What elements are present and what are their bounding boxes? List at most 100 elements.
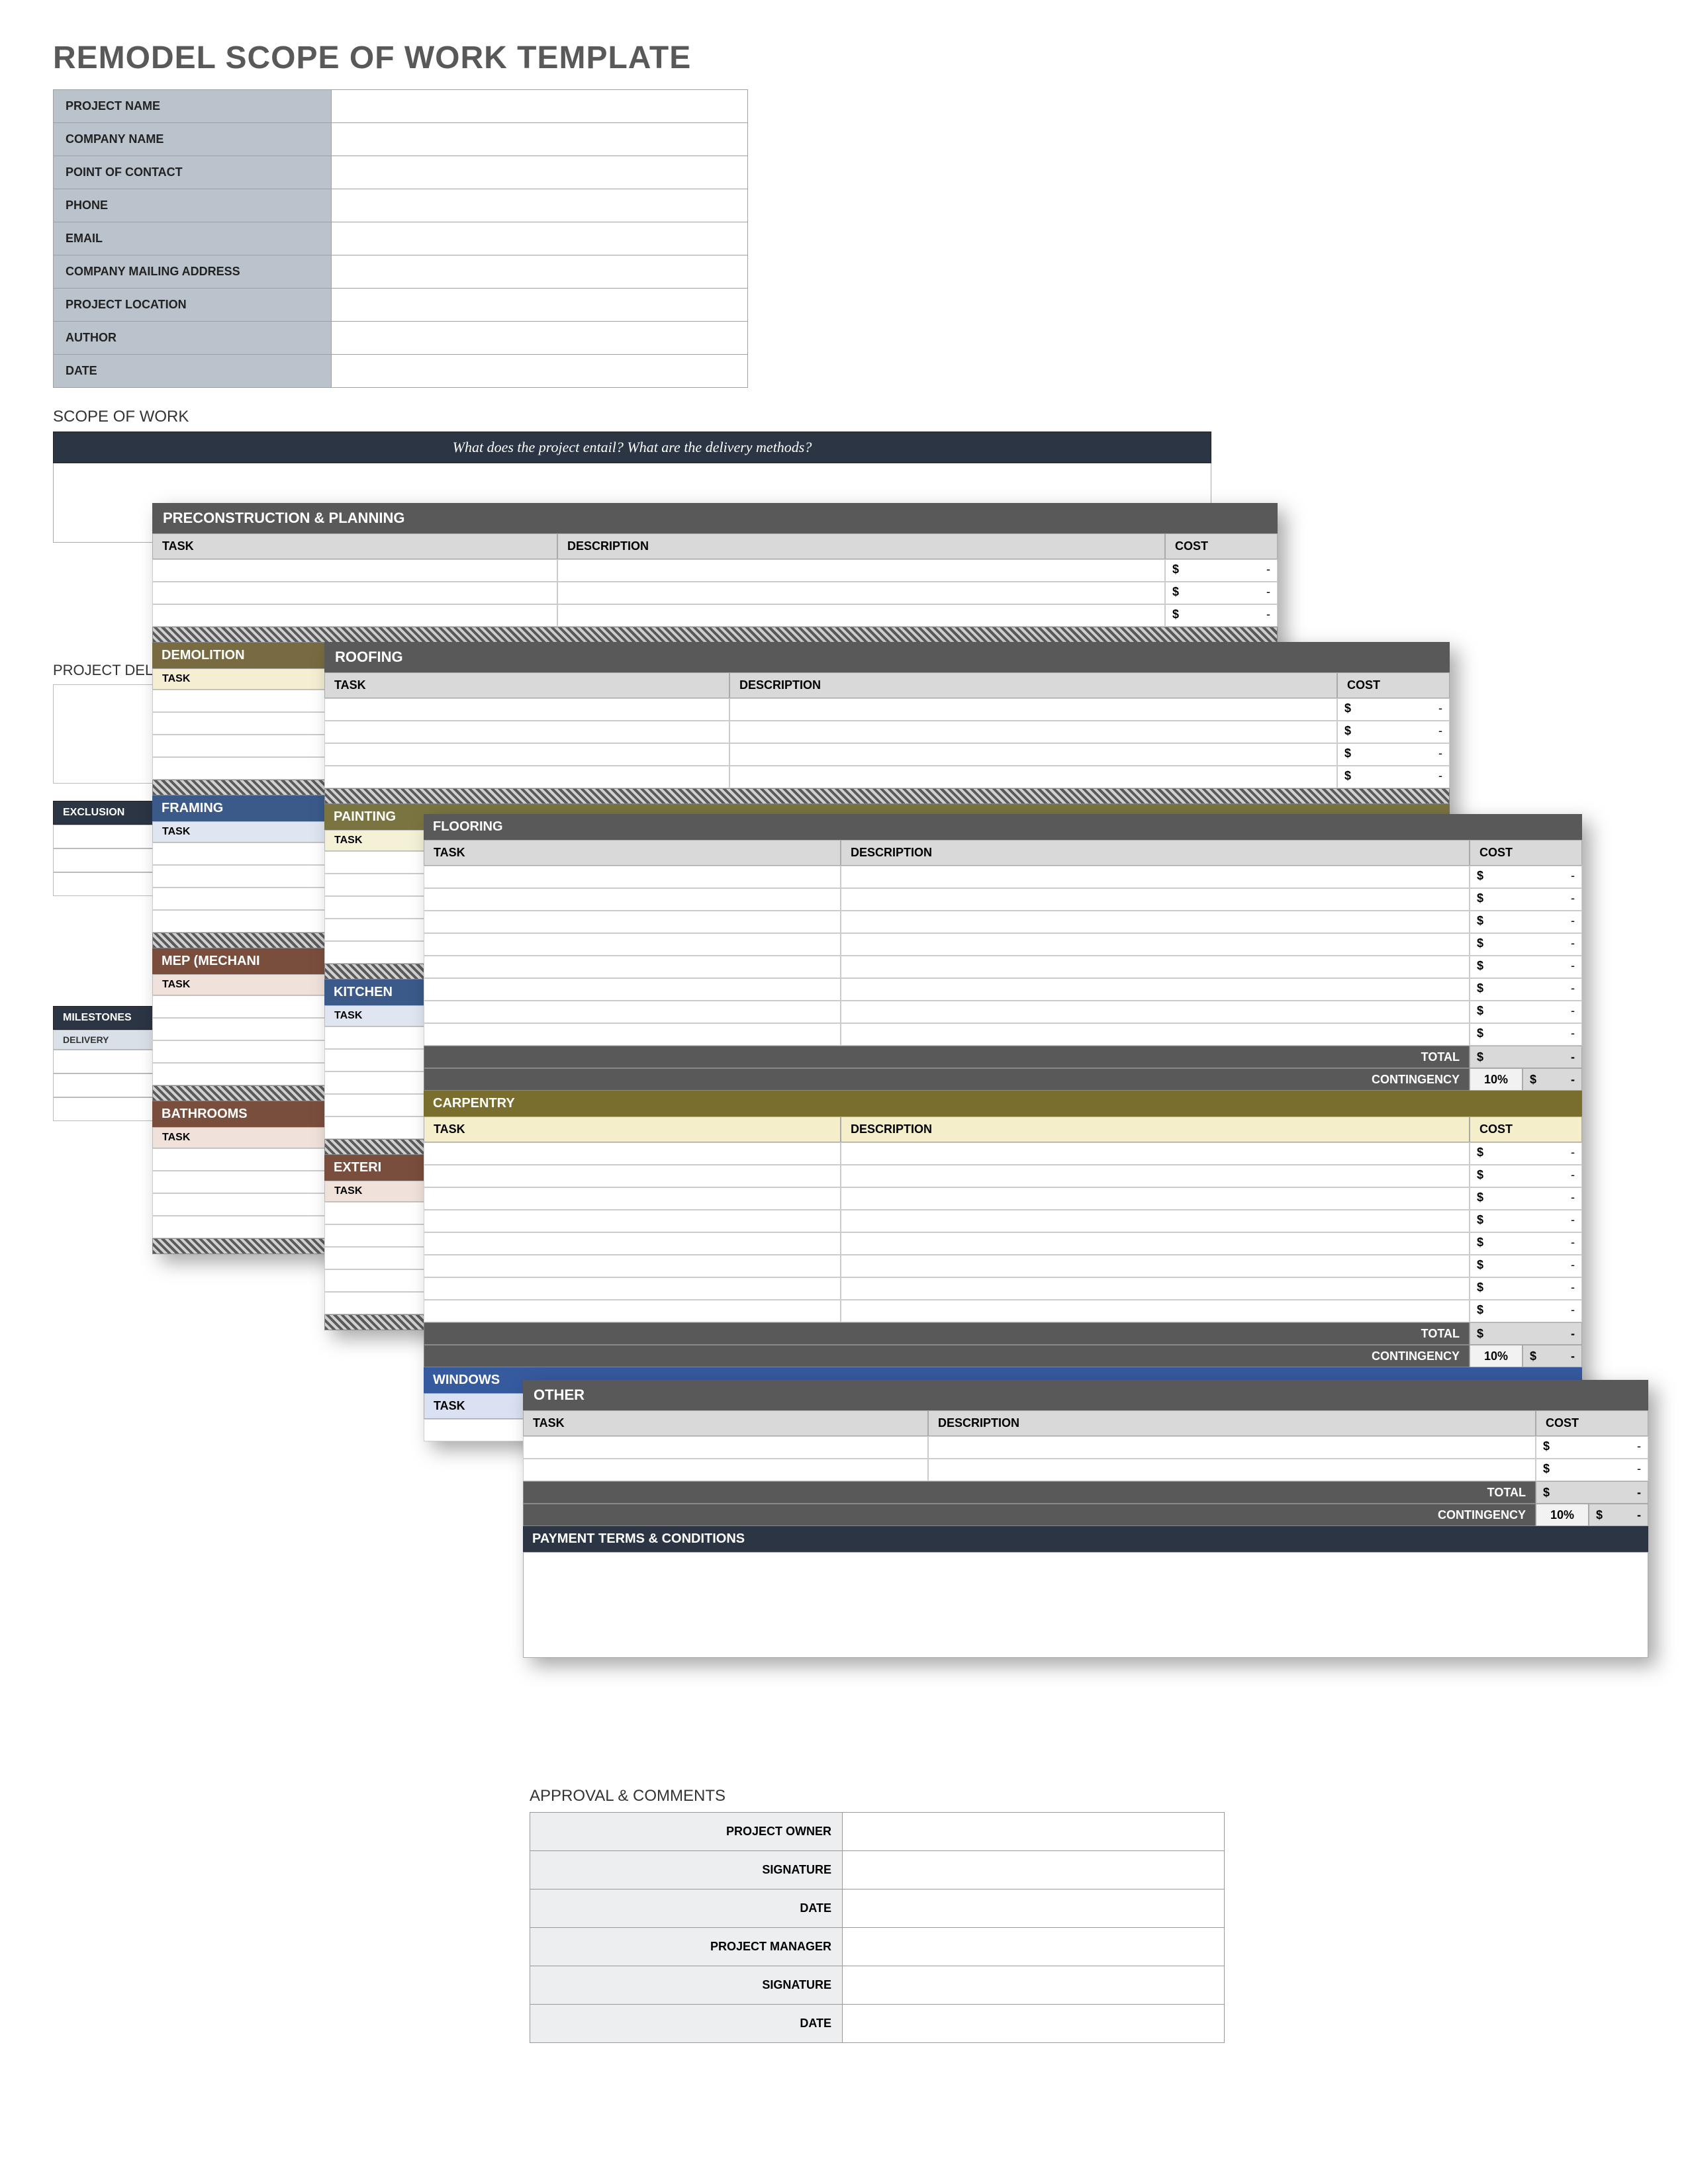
col-cost: COST: [1165, 533, 1278, 559]
cost-cell[interactable]: $-: [1536, 1436, 1648, 1459]
approval-value-5[interactable]: [843, 2005, 1225, 2043]
approval-section: APPROVAL & COMMENTS PROJECT OWNERSIGNATU…: [530, 1787, 1225, 2043]
cost-cell[interactable]: $-: [1165, 559, 1278, 582]
payment-terms-header: PAYMENT TERMS & CONDITIONS: [523, 1526, 1648, 1552]
cost-cell[interactable]: $-: [1470, 1023, 1582, 1046]
project-del-label: PROJECT DEL: [53, 662, 165, 679]
cost-cell[interactable]: $-: [1470, 888, 1582, 911]
table-row: $-: [424, 866, 1582, 888]
cost-cell[interactable]: $-: [1470, 956, 1582, 978]
info-value-8[interactable]: [331, 355, 747, 388]
cost-cell[interactable]: $-: [1470, 1210, 1582, 1232]
table-row: $-: [424, 888, 1582, 911]
payment-terms-body[interactable]: [523, 1552, 1648, 1658]
total-amount: $-: [1536, 1481, 1648, 1504]
contingency-label: CONTINGENCY: [424, 1068, 1470, 1091]
info-value-0[interactable]: [331, 90, 747, 123]
info-value-1[interactable]: [331, 123, 747, 156]
info-value-4[interactable]: [331, 222, 747, 255]
cost-cell[interactable]: $-: [1470, 1300, 1582, 1322]
table-row: $-: [424, 1255, 1582, 1277]
milestones-header: MILESTONES: [53, 1006, 165, 1030]
approval-value-1[interactable]: [843, 1851, 1225, 1889]
cost-cell[interactable]: $-: [1165, 604, 1278, 627]
cost-cell[interactable]: $-: [1337, 743, 1450, 766]
exclusions-header: EXCLUSION: [53, 801, 165, 825]
info-value-7[interactable]: [331, 322, 747, 355]
approval-label-4: SIGNATURE: [530, 1966, 843, 2005]
cost-cell[interactable]: $-: [1337, 721, 1450, 743]
panel-other: OTHER TASK DESCRIPTION COST $- $- TOTAL …: [523, 1380, 1648, 1658]
info-label-6: PROJECT LOCATION: [54, 289, 332, 322]
table-row: $-: [152, 582, 1278, 604]
info-label-4: EMAIL: [54, 222, 332, 255]
info-label-0: PROJECT NAME: [54, 90, 332, 123]
panel-flooring-carpentry: FLOORING TASK DESCRIPTION COST $- $- $- …: [424, 814, 1582, 1441]
info-label-7: AUTHOR: [54, 322, 332, 355]
approval-label-3: PROJECT MANAGER: [530, 1928, 843, 1966]
contingency-pct: 10%: [1536, 1504, 1589, 1526]
contingency-pct: 10%: [1470, 1068, 1523, 1091]
cost-cell[interactable]: $-: [1470, 1165, 1582, 1187]
table-row: $-: [424, 1187, 1582, 1210]
cost-cell[interactable]: $-: [1470, 1277, 1582, 1300]
col-cost: COST: [1536, 1410, 1648, 1436]
info-label-2: POINT OF CONTACT: [54, 156, 332, 189]
col-cost: COST: [1470, 840, 1582, 866]
cost-cell[interactable]: $-: [1470, 1255, 1582, 1277]
info-value-2[interactable]: [331, 156, 747, 189]
approval-value-0[interactable]: [843, 1813, 1225, 1851]
table-row: $-: [424, 933, 1582, 956]
contingency-label: CONTINGENCY: [424, 1345, 1470, 1367]
table-row: $-: [324, 743, 1450, 766]
total-amount: $-: [1470, 1322, 1582, 1345]
cost-cell[interactable]: $-: [1470, 911, 1582, 933]
table-row: $-: [424, 1300, 1582, 1322]
table-row: $-: [424, 1277, 1582, 1300]
cost-cell[interactable]: $-: [1536, 1459, 1648, 1481]
cost-cell[interactable]: $-: [1470, 978, 1582, 1001]
scope-banner: What does the project entail? What are t…: [53, 432, 1211, 463]
section-band: FLOORING: [424, 814, 1582, 840]
contingency-amount: $-: [1523, 1345, 1582, 1367]
page-title: REMODEL SCOPE OF WORK TEMPLATE: [53, 40, 1635, 76]
panel4-title: OTHER: [523, 1380, 1648, 1410]
approval-value-2[interactable]: [843, 1889, 1225, 1928]
table-row: $-: [424, 978, 1582, 1001]
cost-cell[interactable]: $-: [1470, 1142, 1582, 1165]
contingency-amount: $-: [1589, 1504, 1648, 1526]
table-row: $-: [424, 1232, 1582, 1255]
total-label: TOTAL: [424, 1046, 1470, 1068]
cost-cell[interactable]: $-: [1470, 866, 1582, 888]
panel2-title: ROOFING: [324, 642, 1450, 672]
total-label: TOTAL: [424, 1322, 1470, 1345]
cost-cell[interactable]: $-: [1470, 1001, 1582, 1023]
approval-label-5: DATE: [530, 2005, 843, 2043]
cost-cell[interactable]: $-: [1470, 933, 1582, 956]
delivery-label: DELIVERY: [53, 1030, 165, 1050]
table-row: $-: [424, 1023, 1582, 1046]
contingency-label: CONTINGENCY: [523, 1504, 1536, 1526]
approval-value-4[interactable]: [843, 1966, 1225, 2005]
col-description: DESCRIPTION: [557, 533, 1165, 559]
col-description: DESCRIPTION: [928, 1410, 1536, 1436]
table-row: $-: [424, 1210, 1582, 1232]
table-row: $-: [424, 1165, 1582, 1187]
approval-label-1: SIGNATURE: [530, 1851, 843, 1889]
approval-value-3[interactable]: [843, 1928, 1225, 1966]
info-value-3[interactable]: [331, 189, 747, 222]
info-value-6[interactable]: [331, 289, 747, 322]
section-band: CARPENTRY: [424, 1091, 1582, 1116]
project-info-table: PROJECT NAMECOMPANY NAMEPOINT OF CONTACT…: [53, 89, 748, 388]
cost-cell[interactable]: $-: [1337, 698, 1450, 721]
cost-cell[interactable]: $-: [1337, 766, 1450, 788]
cost-cell[interactable]: $-: [1470, 1232, 1582, 1255]
col-cost: COST: [1470, 1116, 1582, 1142]
col-description: DESCRIPTION: [841, 1116, 1470, 1142]
info-value-5[interactable]: [331, 255, 747, 289]
table-row: $-: [424, 1001, 1582, 1023]
table-row: $-: [424, 911, 1582, 933]
cost-cell[interactable]: $-: [1470, 1187, 1582, 1210]
cost-cell[interactable]: $-: [1165, 582, 1278, 604]
col-task: TASK: [152, 533, 557, 559]
